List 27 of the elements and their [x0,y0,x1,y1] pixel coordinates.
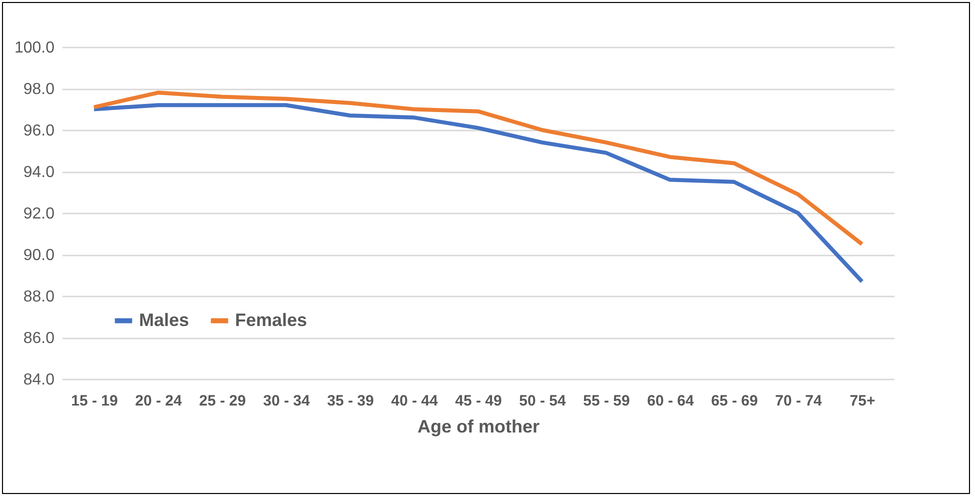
x-axis-title: Age of mother [417,416,540,436]
x-tick-label: 45 - 49 [455,392,502,410]
y-tick-label: 84.0 [23,372,55,388]
legend-label: Males [139,310,190,330]
y-tick-label: 98.0 [23,81,55,98]
y-tick-label: 90.0 [23,247,55,264]
x-tick-label: 65 - 69 [711,392,758,410]
x-tick-label: 70 - 74 [775,392,823,410]
x-tick-label: 75+ [850,392,876,410]
x-tick-label: 60 - 64 [647,392,695,410]
y-tick-label: 100.0 [14,40,55,56]
x-tick-label: 50 - 54 [519,392,567,410]
y-tick-label: 86.0 [23,330,55,347]
x-tick-label: 30 - 34 [263,392,311,410]
y-tick-label: 88.0 [23,288,55,306]
line-series [92,103,864,284]
x-tick-label: 20 - 24 [135,392,183,410]
x-tick-label: 35 - 39 [327,392,374,410]
x-tick-label: 40 - 44 [391,392,439,410]
y-tick-label: 96.0 [23,122,55,140]
legend-label: Females [235,310,308,330]
line-series [92,90,864,246]
x-tick-label: 55 - 59 [583,392,630,410]
y-tick-label: 94.0 [23,164,55,181]
x-tick-label: 25 - 29 [199,392,246,410]
y-tick-label: 92.0 [23,206,55,222]
x-tick-label: 15 - 19 [71,392,118,410]
